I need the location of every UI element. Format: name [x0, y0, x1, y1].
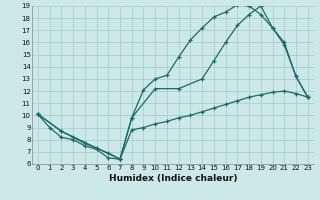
X-axis label: Humidex (Indice chaleur): Humidex (Indice chaleur) — [108, 174, 237, 183]
